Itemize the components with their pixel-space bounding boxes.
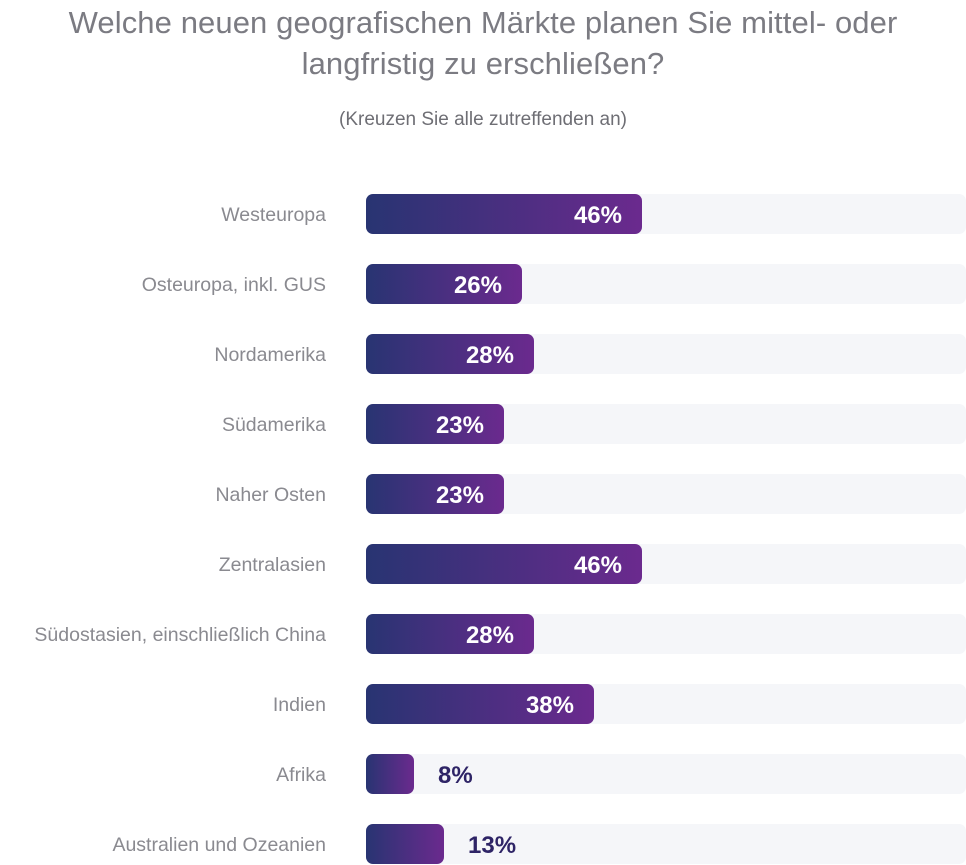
bar — [366, 754, 414, 794]
bar — [366, 684, 594, 724]
bar-track — [366, 754, 966, 794]
category-label: Westeuropa — [221, 204, 326, 226]
bar — [366, 474, 504, 514]
bar — [366, 334, 534, 374]
bar-row: Australien und Ozeanien 13% — [112, 824, 966, 864]
category-label: Afrika — [276, 764, 326, 786]
category-label: Naher Osten — [215, 484, 326, 506]
data-label: 46% — [574, 552, 622, 579]
bar — [366, 544, 642, 584]
chart-subtitle: (Kreuzen Sie alle zutreffenden an) — [339, 109, 627, 130]
data-label: 46% — [574, 202, 622, 229]
category-label: Australien und Ozeanien — [112, 834, 326, 856]
data-label: 23% — [436, 482, 484, 509]
bar-row: Osteuropa, inkl. GUS 26% — [142, 264, 966, 304]
data-label: 13% — [468, 832, 516, 859]
data-label: 8% — [438, 762, 473, 789]
bar-row: Westeuropa 46% — [221, 194, 966, 234]
data-label: 38% — [526, 692, 574, 719]
bar-track — [366, 824, 966, 864]
chart-title-line-2: langfristig zu erschließen? — [301, 46, 665, 81]
bar-row: Südamerika 23% — [222, 404, 966, 444]
bar-row: Afrika 8% — [276, 754, 966, 794]
bar-row: Nordamerika 28% — [214, 334, 966, 374]
category-label: Südamerika — [222, 414, 326, 436]
bar-row: Indien 38% — [273, 684, 966, 724]
bar — [366, 824, 444, 864]
category-label: Südostasien, einschließlich China — [34, 624, 326, 646]
category-label: Zentralasien — [219, 554, 326, 576]
category-label: Indien — [273, 694, 326, 716]
category-label: Nordamerika — [214, 344, 326, 366]
bar — [366, 264, 522, 304]
bar-row: Südostasien, einschließlich China 28% — [34, 614, 966, 654]
category-label: Osteuropa, inkl. GUS — [142, 274, 326, 296]
bar — [366, 404, 504, 444]
bar-row: Naher Osten 23% — [215, 474, 966, 514]
data-label: 28% — [466, 342, 514, 369]
bar — [366, 194, 642, 234]
chart-title: Welche neuen geografischen Märkte planen… — [0, 2, 966, 84]
data-label: 23% — [436, 412, 484, 439]
chart-title-line-1: Welche neuen geografischen Märkte planen… — [68, 5, 898, 40]
bar — [366, 614, 534, 654]
bar-track — [366, 474, 966, 514]
data-label: 26% — [454, 272, 502, 299]
bar-track — [366, 404, 966, 444]
data-label: 28% — [466, 622, 514, 649]
bar-row: Zentralasien 46% — [219, 544, 966, 584]
